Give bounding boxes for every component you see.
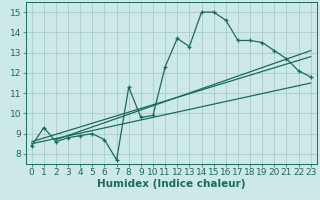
X-axis label: Humidex (Indice chaleur): Humidex (Indice chaleur) [97, 179, 245, 189]
